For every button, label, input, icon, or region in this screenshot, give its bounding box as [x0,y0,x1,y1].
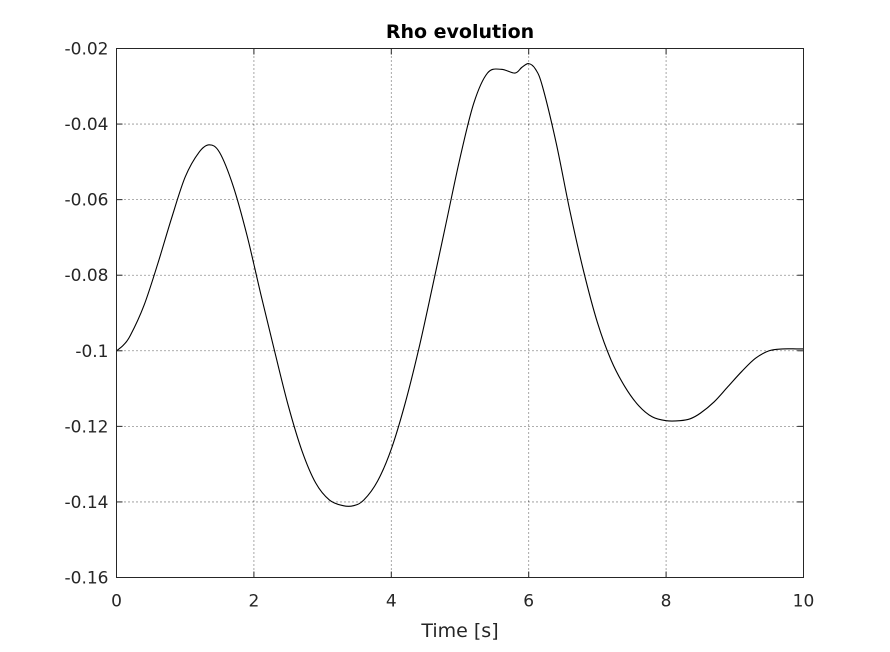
x-tick-label: 0 [111,592,122,612]
x-tick-label: 6 [523,592,534,612]
chart-title: Rho evolution [386,21,534,43]
x-tick-label: 4 [386,592,397,612]
grid-lines [116,48,804,578]
y-tick-label: -0.02 [65,40,109,60]
y-tick-label: -0.04 [65,115,109,135]
x-tick-labels: 0 2 4 6 8 10 [111,592,814,612]
y-tick-label: -0.1 [75,342,108,362]
y-tick-label: -0.08 [65,266,109,286]
series-line-1 [116,63,804,507]
x-tick-label: 2 [248,592,259,612]
y-tick-label: -0.16 [65,569,109,589]
x-axis-label: Time [s] [420,620,498,642]
series-layer [116,63,804,507]
plot-frame [116,48,804,578]
y-tick-label: -0.06 [65,191,109,211]
y-tick-labels: -0.16 -0.14 -0.12 -0.1 -0.08 -0.06 -0.04 -0.02 [65,40,109,589]
y-tick-label: -0.12 [65,417,109,437]
axis-ticks [116,48,804,578]
plot-background [116,48,804,578]
x-tick-label: 10 [793,592,815,612]
y-tick-label: -0.14 [65,493,109,513]
x-tick-label: 8 [661,592,672,612]
